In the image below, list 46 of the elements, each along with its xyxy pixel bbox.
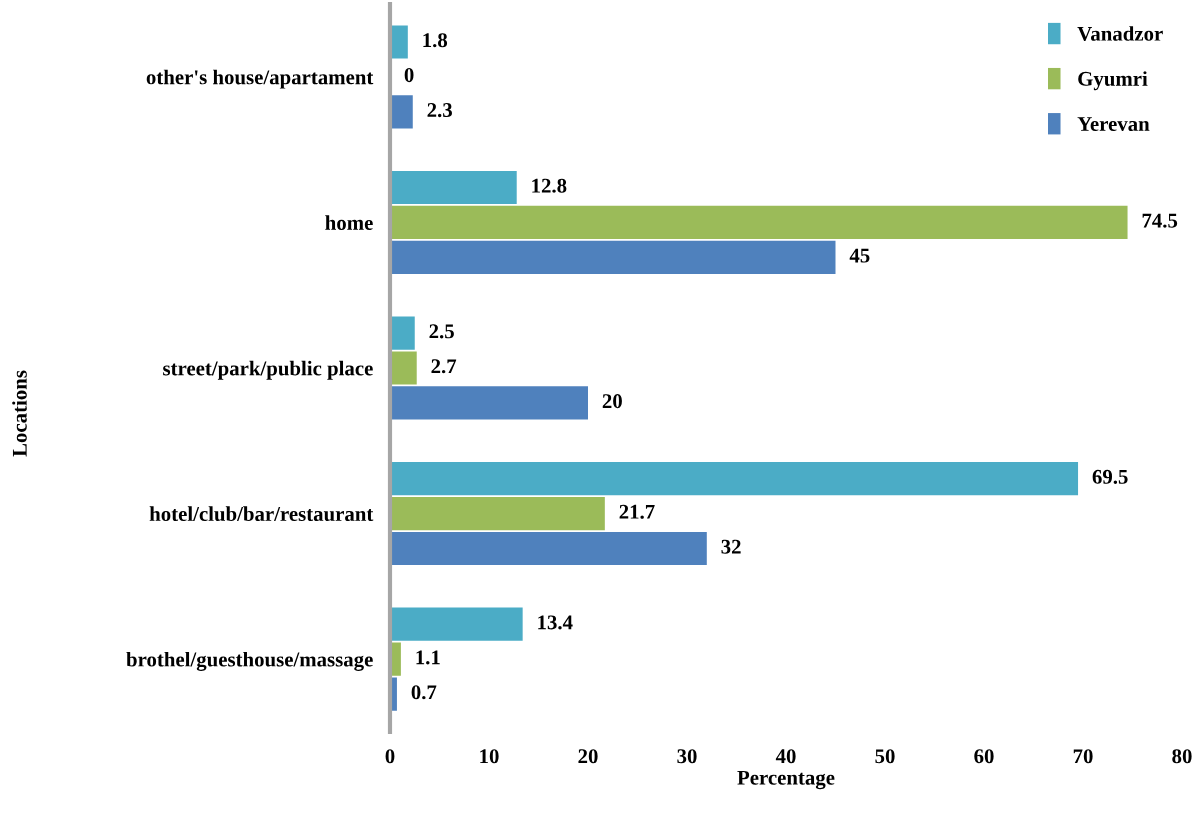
y-tick-label: other's house/apartament xyxy=(146,69,374,89)
x-tick-label: 40 xyxy=(775,749,796,764)
data-label: 74.5 xyxy=(1142,213,1178,228)
y-tick-label: hotel/club/bar/restaurant xyxy=(149,506,374,522)
bar xyxy=(390,316,415,350)
data-label: 12.8 xyxy=(532,178,567,193)
x-axis-title: Percentage xyxy=(737,770,835,790)
legend-label: Vanadzor xyxy=(1077,26,1163,41)
bar xyxy=(390,25,408,59)
x-tick-label: 70 xyxy=(1073,749,1093,764)
data-label: 0 xyxy=(404,68,414,83)
bar xyxy=(390,386,588,420)
bar xyxy=(390,240,836,274)
legend-label: Yerevan xyxy=(1077,117,1150,131)
data-label: 13.4 xyxy=(538,615,573,630)
x-tick-label: 0 xyxy=(385,749,395,764)
data-label: 1.1 xyxy=(416,650,440,665)
data-label: 21.7 xyxy=(619,504,655,519)
bar xyxy=(390,170,517,205)
x-tick-label: 20 xyxy=(578,749,598,764)
x-tick-label: 30 xyxy=(677,749,697,764)
data-label: 45 xyxy=(849,248,870,263)
data-label: 2.5 xyxy=(429,324,454,339)
y-axis-title: Locations xyxy=(12,370,27,457)
bar xyxy=(390,531,707,566)
bar xyxy=(390,205,1128,240)
x-tick-label: 60 xyxy=(974,749,994,764)
data-label: 0.7 xyxy=(411,685,437,700)
data-label: 20 xyxy=(602,394,622,409)
y-tick-label: home xyxy=(325,215,373,230)
data-label: 2.3 xyxy=(427,103,452,118)
data-label: 32 xyxy=(721,539,741,554)
x-tick-label: 80 xyxy=(1172,749,1192,764)
data-label: 1.8 xyxy=(423,33,448,48)
y-tick-label: street/park/public place xyxy=(163,360,373,380)
legend-label: Gyumri xyxy=(1078,71,1148,91)
data-label: 2.7 xyxy=(431,359,457,374)
data-label: 69.5 xyxy=(1092,469,1128,484)
bar xyxy=(390,462,1079,496)
bar xyxy=(390,607,523,641)
bar xyxy=(390,351,417,385)
y-tick-label: brothel/guesthouse/massage xyxy=(126,651,373,671)
bar xyxy=(390,95,413,129)
bar xyxy=(390,496,605,531)
x-tick-label: 10 xyxy=(480,749,499,764)
x-tick-label: 50 xyxy=(875,749,895,764)
